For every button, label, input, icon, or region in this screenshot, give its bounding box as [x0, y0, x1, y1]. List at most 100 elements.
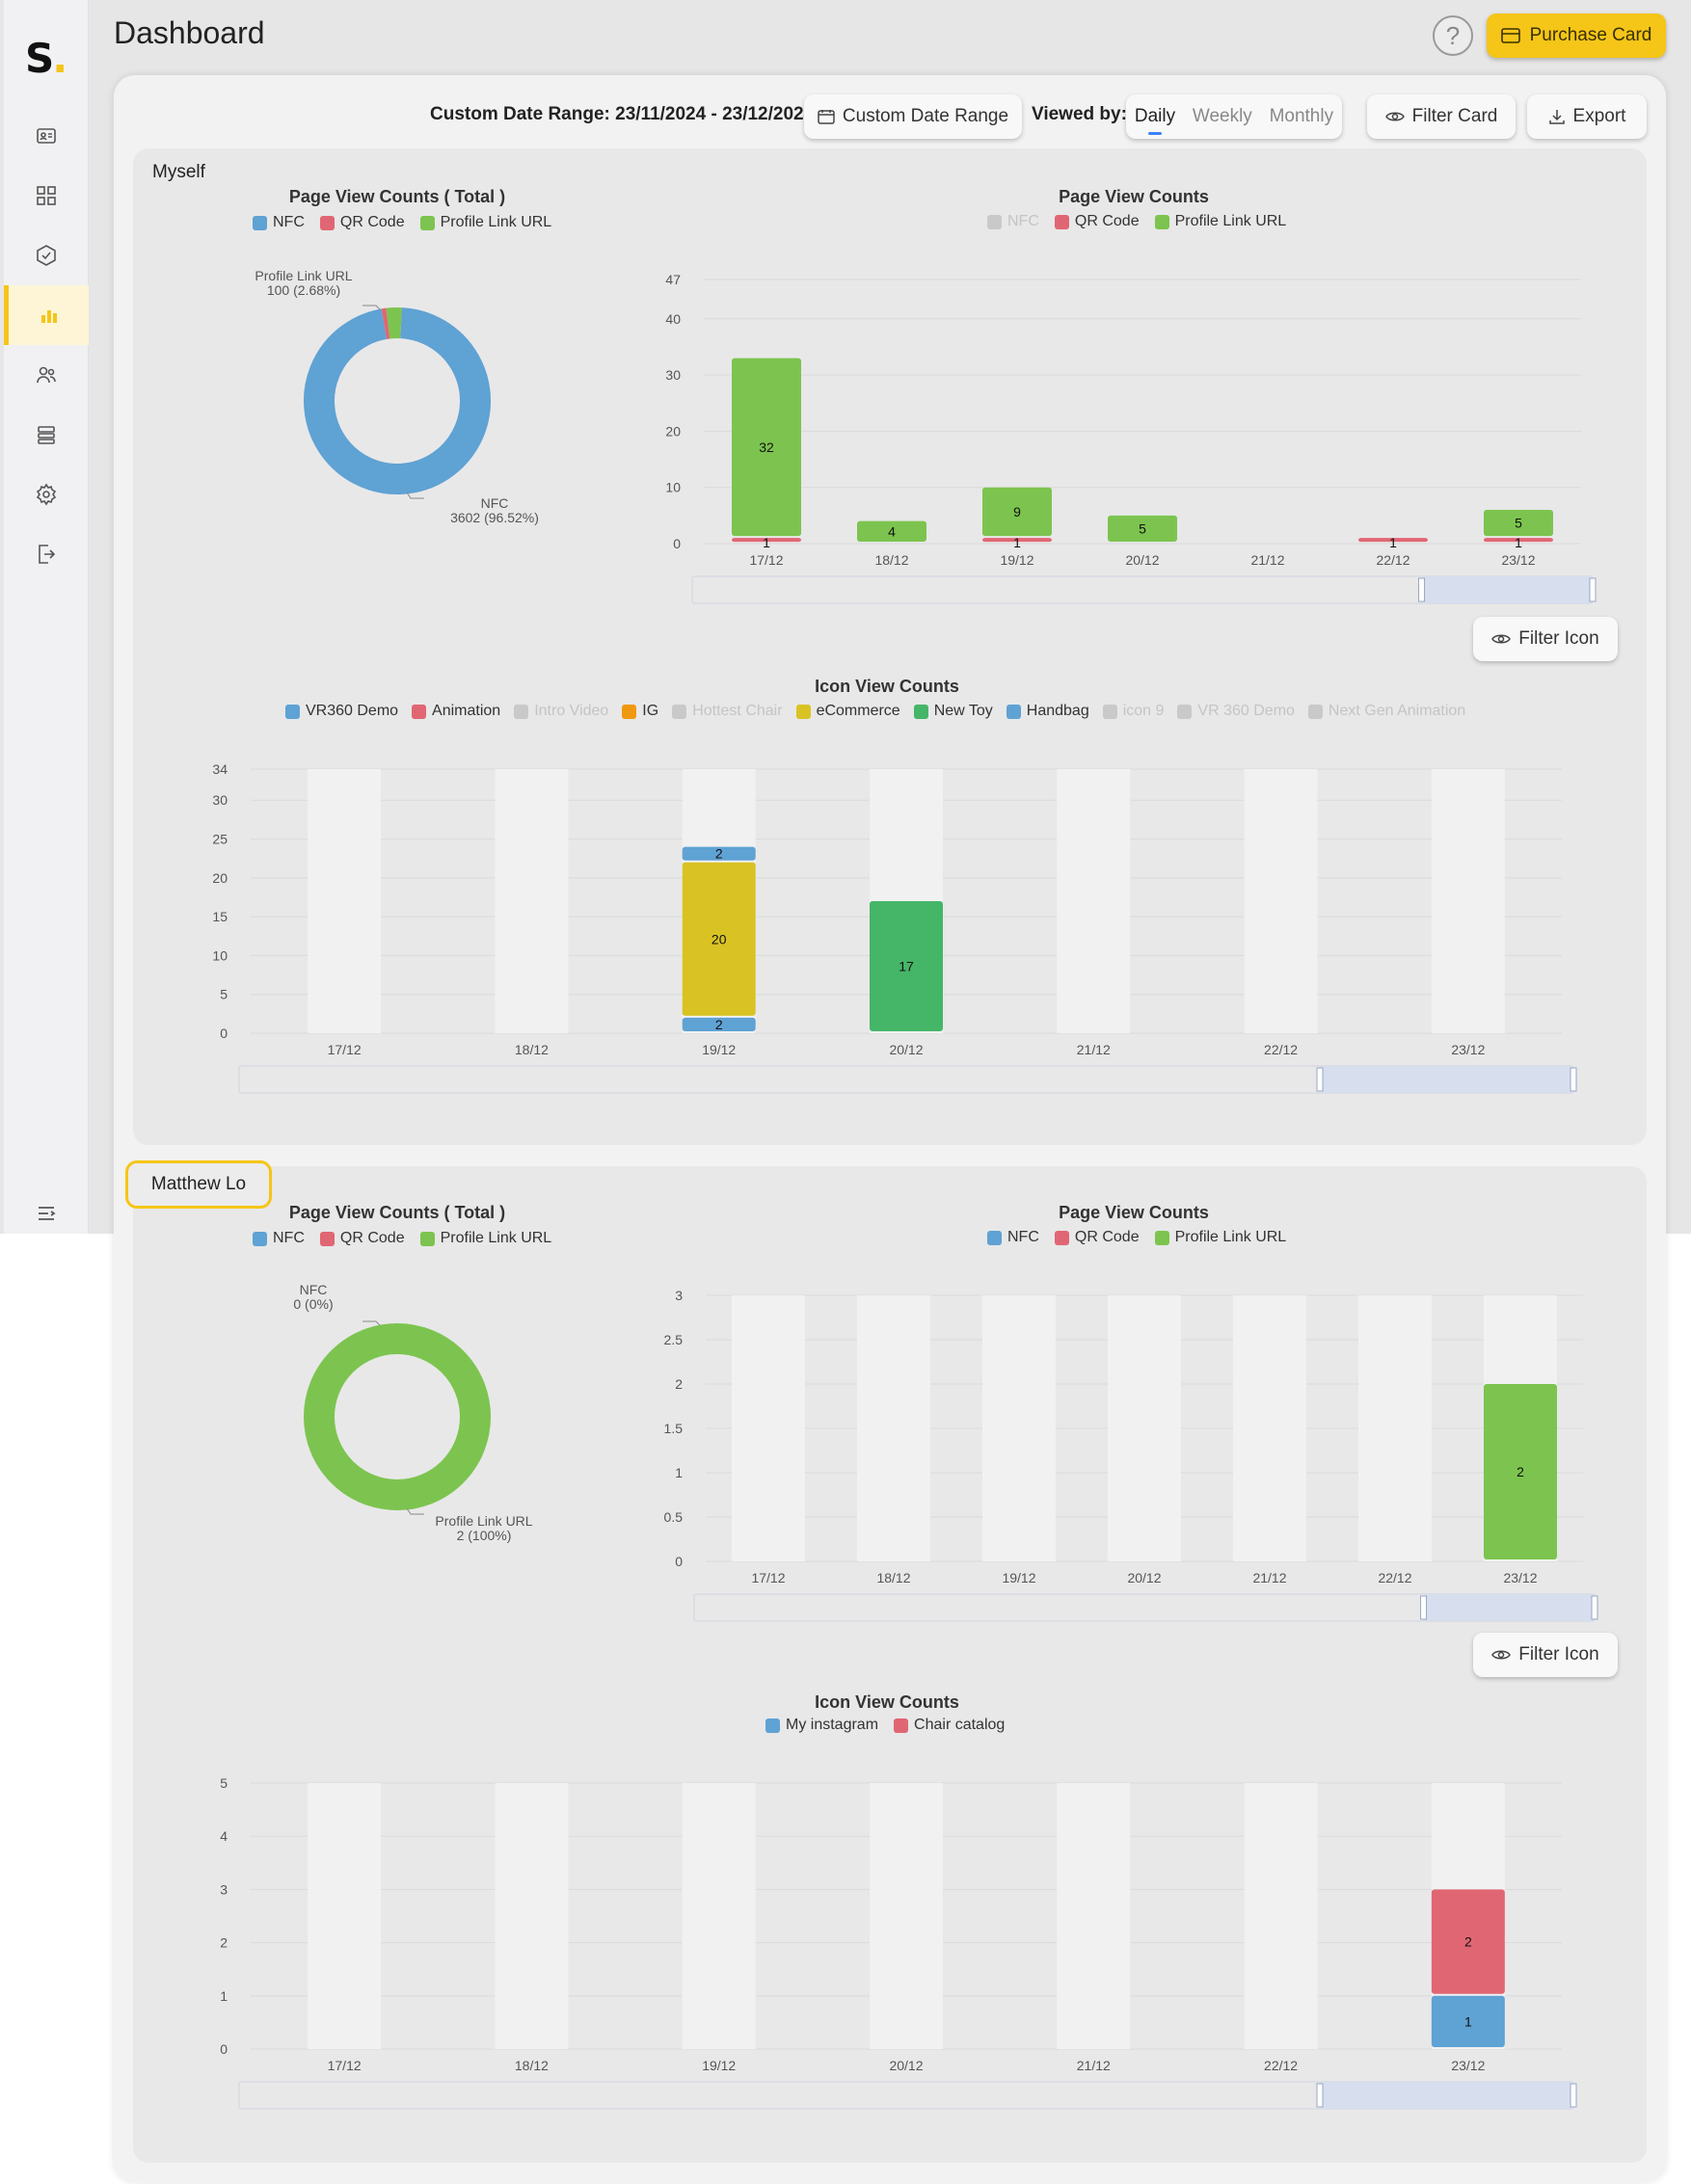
- legend-swatch: [1054, 214, 1069, 229]
- legend-item[interactable]: Hottest Chair: [672, 703, 783, 720]
- gear-icon: [36, 483, 57, 506]
- x-tick-label: 20/12: [1125, 552, 1159, 568]
- y-tick-label: 2.5: [664, 1332, 684, 1347]
- legend-label: Animation: [432, 703, 501, 719]
- view-option-weekly[interactable]: Weekly: [1192, 106, 1252, 126]
- bar: [1431, 1889, 1505, 1994]
- legend-label: Profile Link URL: [440, 1230, 552, 1246]
- x-tick-label: 19/12: [1002, 1570, 1035, 1585]
- bar: [1108, 515, 1177, 542]
- legend-item[interactable]: VR360 Demo: [285, 703, 398, 720]
- download-icon: [1548, 110, 1565, 124]
- legend-label: QR Code: [339, 1230, 405, 1246]
- purchase-card-button[interactable]: Purchase Card: [1487, 13, 1666, 58]
- zoom-slider-window: [1421, 576, 1593, 603]
- legend-item[interactable]: New Toy: [913, 703, 993, 720]
- x-tick-label: 18/12: [874, 552, 908, 568]
- legend-label: eCommerce: [816, 703, 900, 719]
- menu-collapse-icon: [39, 1207, 56, 1220]
- section-title: Myself: [152, 162, 205, 182]
- x-tick-label: 18/12: [515, 1042, 549, 1057]
- sidebar: S.: [4, 0, 89, 1234]
- y-tick-label: 10: [665, 480, 681, 495]
- y-tick-label: 0: [673, 536, 681, 551]
- legend-item[interactable]: NFC: [253, 214, 305, 231]
- date-range-text: Custom Date Range: 23/11/2024 - 23/12/20…: [430, 104, 815, 124]
- legend-item[interactable]: NFC: [987, 1229, 1039, 1246]
- zoom-slider-window: [1320, 2082, 1573, 2109]
- bar-data-label: 32: [759, 439, 774, 455]
- icon-views-legend: VR360 Demo Animation Intro Video IG Hottest …: [285, 703, 1465, 720]
- legend-label: Intro Video: [534, 703, 609, 719]
- legend-item[interactable]: Profile Link URL: [419, 214, 552, 231]
- filter-icon-button[interactable]: Filter Icon: [1473, 617, 1618, 661]
- sidebar-item-settings[interactable]: [4, 465, 89, 524]
- question-circle-icon: ?: [1445, 20, 1461, 50]
- bar-background: [1244, 1783, 1318, 2049]
- pie-label: 2 (100%): [457, 1528, 512, 1543]
- legend-swatch: [1006, 704, 1021, 719]
- filter-card-button[interactable]: Filter Card: [1367, 94, 1516, 139]
- legend-item[interactable]: Profile Link URL: [419, 1230, 552, 1247]
- sidebar-item-layers[interactable]: [4, 405, 89, 465]
- app-logo[interactable]: S.: [25, 35, 67, 82]
- sidebar-item-products[interactable]: [4, 226, 89, 285]
- legend-item[interactable]: QR Code: [1054, 1229, 1140, 1246]
- legend-item[interactable]: Profile Link URL: [1154, 1229, 1287, 1246]
- view-mode-selector: Daily Weekly Monthly: [1126, 94, 1342, 139]
- legend-label: QR Code: [339, 214, 405, 230]
- legend-item[interactable]: Handbag: [1006, 703, 1089, 720]
- legend-item[interactable]: Animation: [412, 703, 500, 720]
- legend-item[interactable]: Chair catalog: [894, 1717, 1005, 1734]
- bar-data-label: 5: [1515, 516, 1522, 531]
- legend-item[interactable]: QR Code: [319, 1230, 405, 1247]
- legend-item[interactable]: My instagram: [765, 1717, 878, 1734]
- legend-item[interactable]: NFC: [253, 1230, 305, 1247]
- legend-item[interactable]: Intro Video: [514, 703, 608, 720]
- legend-label: Profile Link URL: [440, 214, 552, 230]
- legend-item[interactable]: QR Code: [319, 214, 405, 231]
- legend-label: VR360 Demo: [306, 703, 399, 719]
- y-tick-label: 10: [212, 947, 228, 963]
- x-tick-label: 23/12: [1451, 2058, 1485, 2073]
- x-tick-label: 19/12: [1000, 552, 1033, 568]
- help-button[interactable]: ?: [1433, 15, 1473, 56]
- bar: [1484, 510, 1553, 537]
- pie-chart-title: Page View Counts ( Total ): [288, 187, 506, 206]
- bar: [682, 862, 756, 1016]
- sidebar-collapse-button[interactable]: [4, 1184, 89, 1243]
- view-option-monthly[interactable]: Monthly: [1269, 106, 1334, 126]
- legend-swatch: [412, 704, 427, 719]
- sidebar-item-logout[interactable]: [4, 524, 89, 584]
- legend-item[interactable]: VR 360 Demo: [1177, 703, 1295, 720]
- y-tick-label: 0: [220, 1025, 228, 1041]
- view-option-daily[interactable]: Daily: [1134, 106, 1176, 135]
- y-tick-label: 0.5: [664, 1509, 684, 1525]
- legend-item[interactable]: Profile Link URL: [1154, 213, 1286, 230]
- sidebar-item-profile[interactable]: [4, 106, 89, 166]
- bar: [682, 846, 756, 861]
- export-button[interactable]: Export: [1527, 94, 1647, 139]
- filter-icon-label: Filter Icon: [1518, 628, 1599, 649]
- legend-item[interactable]: IG: [622, 703, 658, 720]
- legend-item[interactable]: QR Code: [1054, 213, 1140, 230]
- x-tick-label: 22/12: [1264, 1042, 1298, 1057]
- legend-swatch: [514, 704, 529, 719]
- sidebar-item-dashboard[interactable]: [4, 166, 89, 226]
- filter-icon-button[interactable]: Filter Icon: [1473, 1633, 1618, 1677]
- custom-date-range-button[interactable]: Custom Date Range: [804, 94, 1022, 139]
- y-tick-label: 2: [220, 1935, 228, 1951]
- bar-background: [682, 1783, 756, 2049]
- sidebar-item-analytics[interactable]: [4, 285, 89, 345]
- sidebar-item-team[interactable]: [4, 345, 89, 405]
- y-tick-label: 20: [212, 870, 228, 886]
- card-icon: [1500, 28, 1520, 43]
- legend-label: IG: [642, 703, 659, 719]
- legend-item[interactable]: icon 9: [1102, 703, 1164, 720]
- legend-label: Profile Link URL: [1174, 1229, 1287, 1245]
- legend-item[interactable]: NFC: [987, 213, 1039, 230]
- legend-item[interactable]: eCommerce: [795, 703, 900, 720]
- page-views-legend: NFC QR Code Profile Link URL: [987, 213, 1286, 230]
- legend-item[interactable]: Next Gen Animation: [1307, 703, 1465, 720]
